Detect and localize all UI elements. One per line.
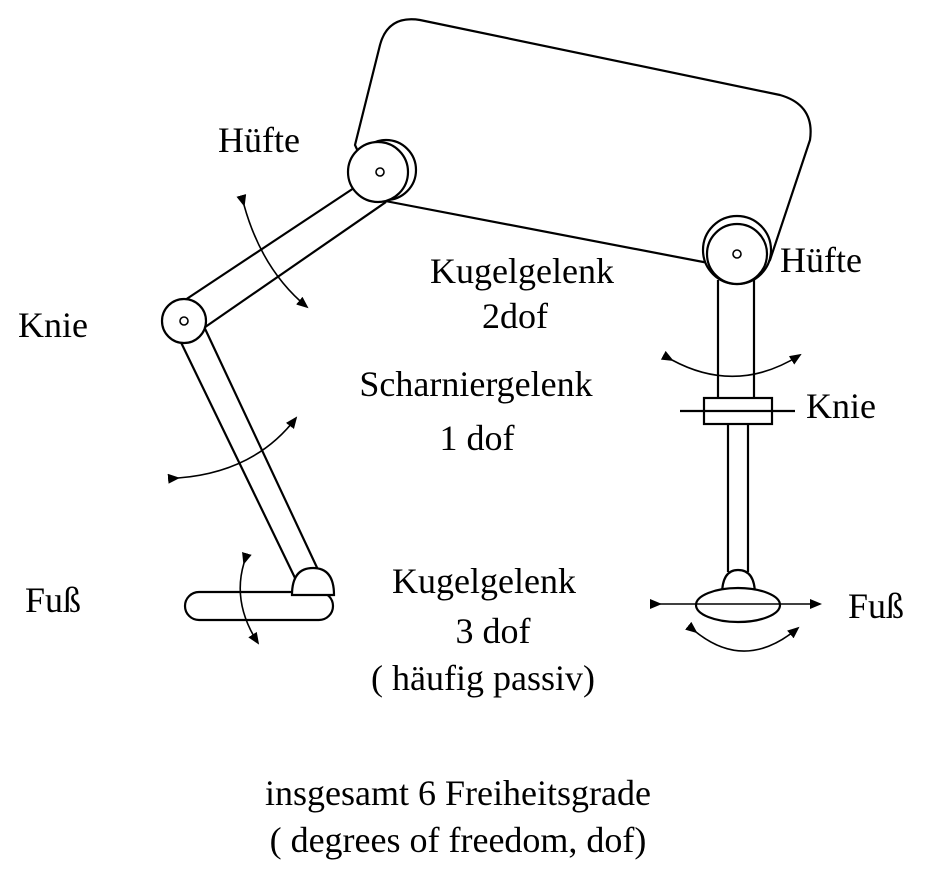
right-foot-rotation-arrow — [685, 621, 800, 652]
left-hip-rotation-arrow — [236, 194, 309, 309]
left-foot-label: Fuß — [25, 580, 81, 620]
foot-joint-passive-note: ( häufig passiv) — [371, 658, 595, 698]
left-foot-rotation-arrow — [239, 551, 260, 645]
left-thigh — [175, 179, 387, 333]
right-leg — [650, 214, 822, 652]
left-knee-label: Knie — [18, 305, 88, 345]
summary-line-2: ( degrees of freedom, dof) — [270, 820, 647, 860]
right-hip-joint — [701, 214, 773, 286]
foot-joint-type-label: Kugelgelenk — [392, 561, 576, 601]
summary-line-1: insgesamt 6 Freiheitsgrade — [265, 773, 651, 813]
left-hip-label: Hüfte — [218, 120, 300, 160]
left-foot-plate — [183, 590, 335, 622]
left-shank — [174, 317, 321, 581]
right-thigh — [716, 280, 756, 400]
right-knee-label: Knie — [806, 386, 876, 426]
right-shank — [726, 424, 750, 572]
right-hip-rotation-arrow — [660, 350, 802, 378]
left-leg — [160, 138, 418, 645]
knee-joint-dof-label: 1 dof — [440, 418, 515, 458]
left-ankle-joint — [290, 566, 336, 597]
left-knee-joint — [160, 297, 208, 345]
knee-joint-type-label: Scharniergelenk — [359, 364, 592, 404]
right-foot-label: Fuß — [848, 586, 904, 626]
left-knee-rotation-arrow — [167, 416, 298, 484]
left-hip-joint — [346, 138, 418, 204]
hip-joint-type-label: Kugelgelenk — [430, 251, 614, 291]
hip-joint-dof-label: 2dof — [482, 296, 548, 336]
right-foot-plate — [694, 586, 782, 624]
foot-joint-dof-label: 3 dof — [456, 611, 531, 651]
right-hip-label: Hüfte — [780, 240, 862, 280]
